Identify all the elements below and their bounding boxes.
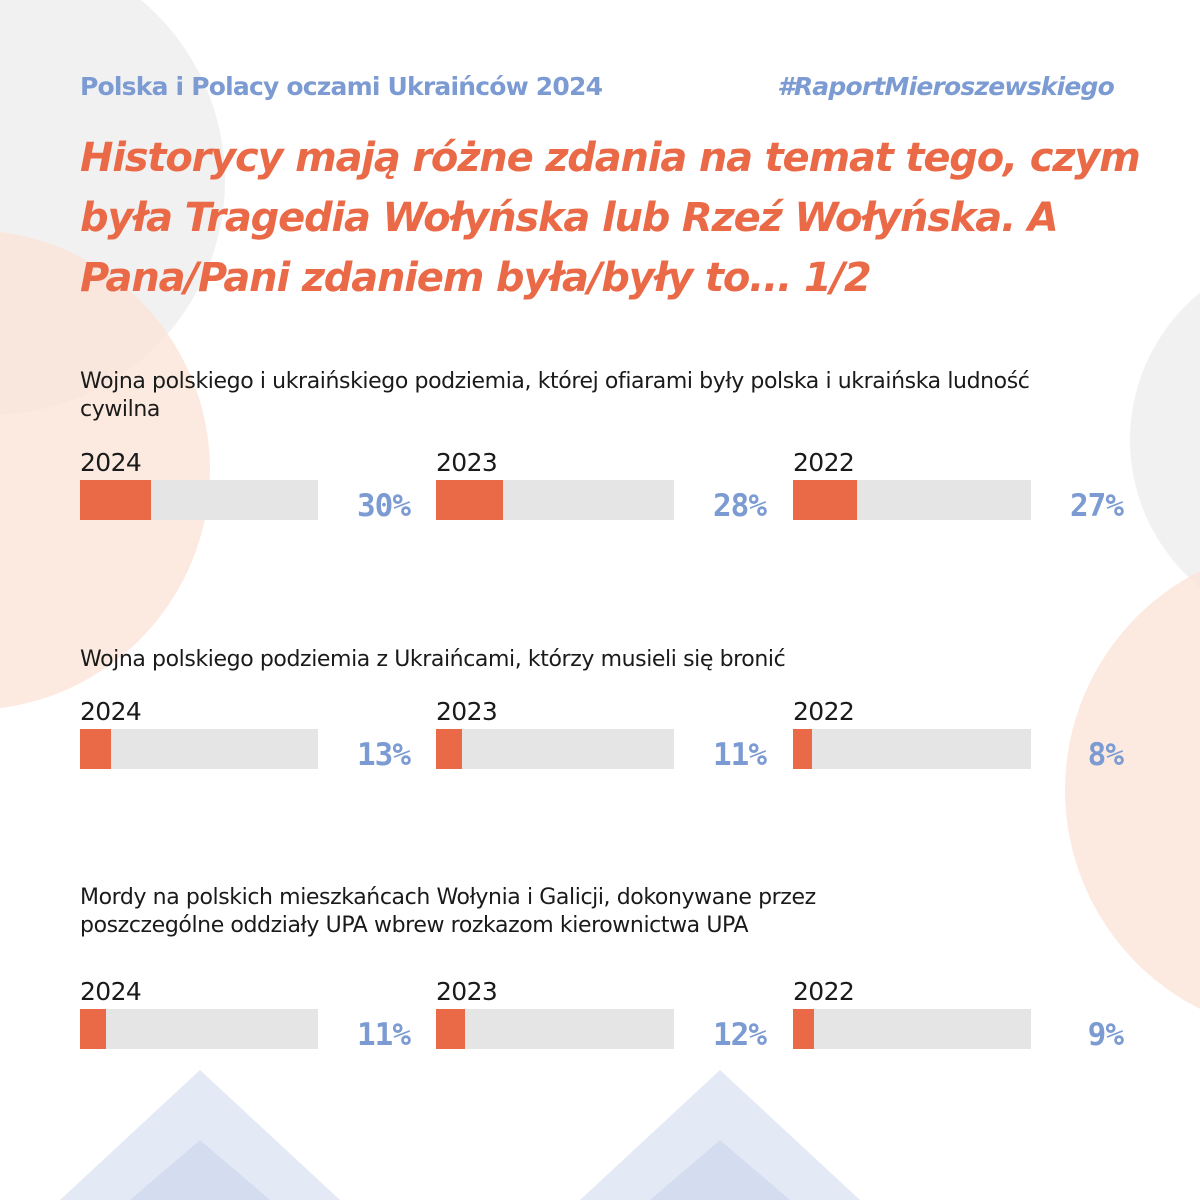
question-label: Wojna polskiego podziemia z Ukraińcami, … [80,647,786,672]
percent-label: 11% [357,1017,411,1053]
bar-group: 2024 30% [80,448,411,538]
hashtag: #RaportMieroszewskiego [777,72,1115,101]
bar-track [793,729,1031,769]
bar-track [80,480,318,520]
percent-label: 11% [713,737,767,773]
bar-fill [793,1009,815,1049]
bar-track [80,1009,318,1049]
report-subtitle: Polska i Polacy oczami Ukraińców 2024 [80,72,603,101]
bar-fill [436,1009,465,1049]
bar-track [80,729,318,769]
bg-circle-gray-right [1130,292,1200,588]
bar-fill [793,480,858,520]
year-label: 2022 [793,697,855,726]
percent-label: 12% [713,1017,767,1053]
bg-triangle-left-outer [60,1070,340,1200]
bar-track [793,480,1031,520]
bar-group: 2024 13% [80,697,411,787]
percent-label: 8% [1087,737,1124,773]
bar-group: 2022 27% [793,448,1124,538]
bar-track [436,1009,674,1049]
year-label: 2024 [80,448,142,477]
question-label: Wojna polskiego i ukraińskiego podziemia… [80,369,1030,422]
percent-label: 28% [713,488,767,524]
year-label: 2024 [80,697,142,726]
bar-fill [436,729,463,769]
percent-label: 27% [1070,488,1124,524]
bg-triangle-mid-outer [580,1070,860,1200]
bar-group: 2022 8% [793,697,1124,787]
year-label: 2022 [793,977,855,1006]
bg-circle-peach-right [1065,571,1200,1009]
question-label: Mordy na polskich mieszkańcach Wołynia i… [80,885,816,938]
bg-circle-peach-left [0,231,210,709]
bar-track [436,729,674,769]
bar-track [436,480,674,520]
bg-triangle-mid-inner [650,1140,790,1200]
bar-track [793,1009,1031,1049]
year-label: 2023 [436,977,498,1006]
bar-fill [436,480,503,520]
bar-group: 2023 11% [436,697,767,787]
bar-group: 2023 12% [436,977,767,1067]
bar-fill [80,729,111,769]
percent-label: 9% [1087,1017,1124,1053]
year-label: 2023 [436,448,498,477]
bar-group: 2023 28% [436,448,767,538]
bar-fill [793,729,813,769]
year-label: 2023 [436,697,498,726]
bar-fill [80,480,152,520]
percent-label: 13% [357,737,411,773]
bg-triangle-left-inner [130,1140,270,1200]
bar-group: 2022 9% [793,977,1124,1067]
year-label: 2024 [80,977,142,1006]
bar-fill [80,1009,107,1049]
year-label: 2022 [793,448,855,477]
chart-title: Historycy mają różne zdania na temat teg… [80,135,1141,301]
percent-label: 30% [357,488,411,524]
bar-group: 2024 11% [80,977,411,1067]
